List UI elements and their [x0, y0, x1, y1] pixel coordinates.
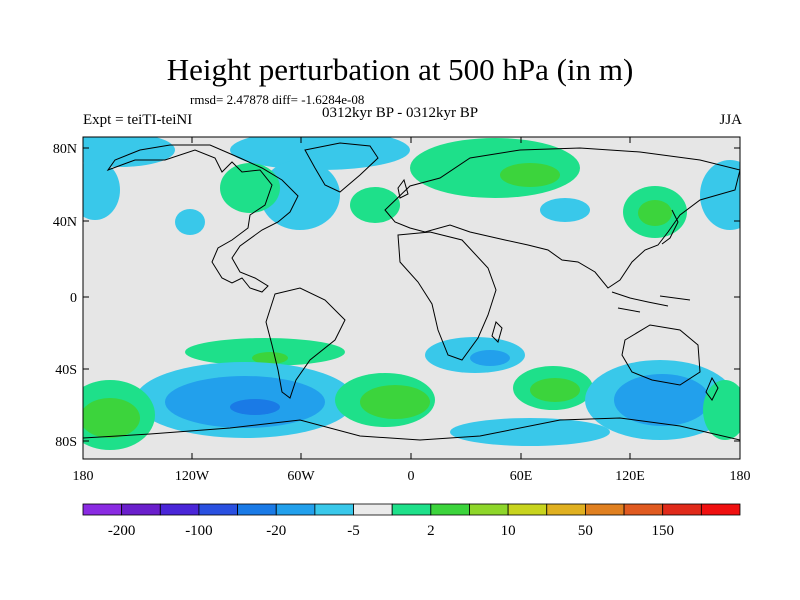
coastline-europe-asia [384, 147, 740, 289]
lat-tick-label: 0 [70, 291, 77, 306]
contour-fill-layer [83, 137, 740, 450]
lat-tick-label: 40S [55, 363, 77, 378]
contour-asia-low [540, 198, 590, 222]
contour-atlantic-high [350, 187, 400, 223]
colorbar-label: 2 [427, 523, 435, 539]
colorbar-cell [662, 503, 702, 516]
map-title: Height perturbation at 500 hPa (in m) [166, 52, 634, 87]
contour-pacific-low-w [83, 160, 120, 220]
colorbar-cell [159, 503, 200, 516]
contour-atlantic-south-core [360, 385, 430, 419]
lon-tick-label: 60E [510, 469, 533, 484]
lat-tick-label: 80S [55, 435, 77, 450]
colorbar-cell [237, 503, 277, 516]
colorbar-label: 50 [578, 523, 593, 539]
colorbar-cell [469, 503, 509, 516]
lon-tick-label: 180 [73, 469, 94, 484]
coastline-greenland [304, 142, 379, 193]
coastline-japan [661, 209, 679, 245]
map-ticks [82, 137, 741, 459]
contour-east-asia-core [638, 200, 672, 226]
coastline-madagascar [491, 321, 503, 343]
colorbar-label: -5 [347, 523, 360, 539]
coastline-uk [397, 178, 409, 199]
coastline-indonesia [611, 291, 691, 313]
colorbar-label: -20 [266, 523, 286, 539]
contour-sa-high-core [252, 352, 288, 364]
contour-greenland-low [260, 160, 340, 230]
coastline-new-zealand [705, 376, 719, 401]
colorbar-labels: -200 -100 -20 -5 2 10 50 150 [108, 523, 674, 539]
coastline-australia [621, 324, 701, 386]
contour-pacific-small-low [175, 209, 205, 235]
coastline-africa [397, 231, 497, 361]
colorbar-cell [546, 503, 586, 516]
colorbar-label: 150 [651, 523, 674, 539]
colorbar-label: -100 [185, 523, 213, 539]
experiment-label: Expt = teiTI-teiNI [83, 112, 193, 128]
lon-tick-label: 60W [287, 469, 315, 484]
colorbar-cell [121, 503, 161, 516]
season-label: JJA [719, 112, 742, 128]
period-text: 0312kyr BP - 0312kyr BP [322, 105, 479, 121]
colorbar-cell [585, 503, 625, 516]
colorbar-cell [82, 503, 123, 516]
colorbar-cells [82, 503, 741, 516]
contour-pacific-low [700, 160, 740, 230]
colorbar-cell [198, 503, 238, 516]
contour-sa-high-outer [185, 338, 345, 366]
lon-tick-label: 180 [730, 469, 751, 484]
contour-dateline-high-core [83, 398, 140, 438]
colorbar-cell [507, 503, 548, 516]
colorbar-cell [391, 503, 432, 516]
lon-tick-label: 120E [615, 469, 645, 484]
contour-australia-low-mid [614, 374, 710, 426]
coastline-layer [83, 142, 740, 441]
colorbar-cell [700, 503, 741, 516]
lon-tick-label: 120W [175, 469, 210, 484]
colorbar-cell [623, 503, 664, 516]
coastline-south-america [265, 287, 346, 399]
coastline-north-america [106, 144, 299, 293]
colorbar-cell [353, 503, 393, 516]
colorbar-label: 10 [501, 523, 516, 539]
colorbar-cell [314, 503, 354, 516]
coastline-antarctica [83, 417, 740, 441]
lon-tick-label: 0 [408, 469, 415, 484]
colorbar-cell [430, 503, 470, 516]
lat-tick-label: 40N [53, 215, 77, 230]
contour-arctic-west [83, 137, 175, 167]
contour-southern-ocean-low [450, 418, 610, 446]
colorbar-cell [275, 503, 316, 516]
lat-tick-label: 80N [53, 142, 77, 157]
colorbar-label: -200 [108, 523, 136, 539]
contour-indian-high-core [530, 378, 580, 402]
contour-africa-low-core [470, 350, 510, 366]
contour-east-high [703, 380, 740, 440]
contour-south-pacific-core [230, 399, 280, 415]
stats-text: rmsd= 2.47878 diff= -1.6284e-08 [190, 92, 365, 107]
contour-europe-core [500, 163, 560, 187]
